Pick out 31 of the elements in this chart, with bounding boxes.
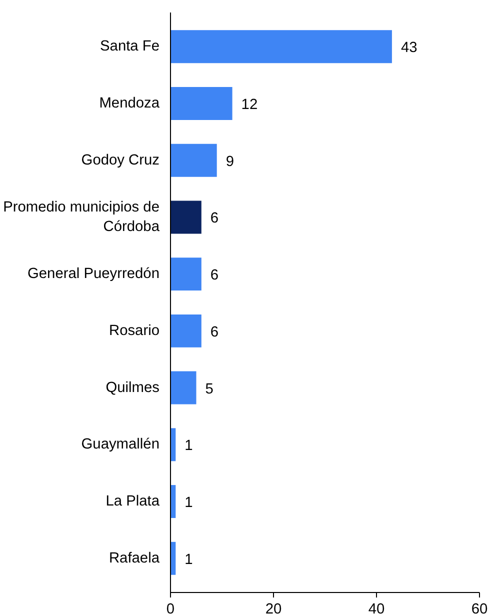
data-label: 1 (184, 438, 193, 454)
bar (170, 258, 202, 291)
data-label: 6 (210, 210, 219, 227)
data-label: 6 (210, 268, 219, 284)
y-tick-label: Mendoza (99, 95, 160, 112)
y-tick-label: Guaymallén (81, 436, 160, 453)
data-label: 12 (241, 96, 258, 113)
y-tick-label: Rafaela (108, 550, 160, 566)
bar (170, 144, 217, 177)
data-label: 43 (400, 40, 418, 56)
y-tick-label: Godoy Cruz (81, 152, 160, 168)
y-tick-label: General Pueyrredón (28, 266, 160, 282)
data-label: 5 (205, 381, 214, 398)
bar (170, 200, 202, 234)
data-label: 6 (210, 324, 219, 340)
data-label: 1 (184, 552, 193, 568)
y-tick-label: La Plata (106, 494, 160, 510)
y-tick-label: Santa Fe (100, 38, 160, 55)
y-tick-label: Rosario (108, 322, 160, 339)
x-tick-label: 20 (265, 602, 282, 616)
data-label: 9 (226, 154, 234, 170)
y-tick-label: Quilmes (106, 380, 160, 396)
bar (170, 371, 196, 404)
bar (170, 314, 202, 348)
data-label: 1 (184, 495, 193, 512)
x-tick-label: 0 (166, 602, 175, 616)
bar (170, 30, 392, 64)
x-tick-label: 40 (368, 602, 385, 616)
bar (170, 86, 232, 120)
y-tick-label: Promedio municipios de Córdoba (3, 200, 160, 235)
x-tick-label: 60 (471, 602, 488, 616)
